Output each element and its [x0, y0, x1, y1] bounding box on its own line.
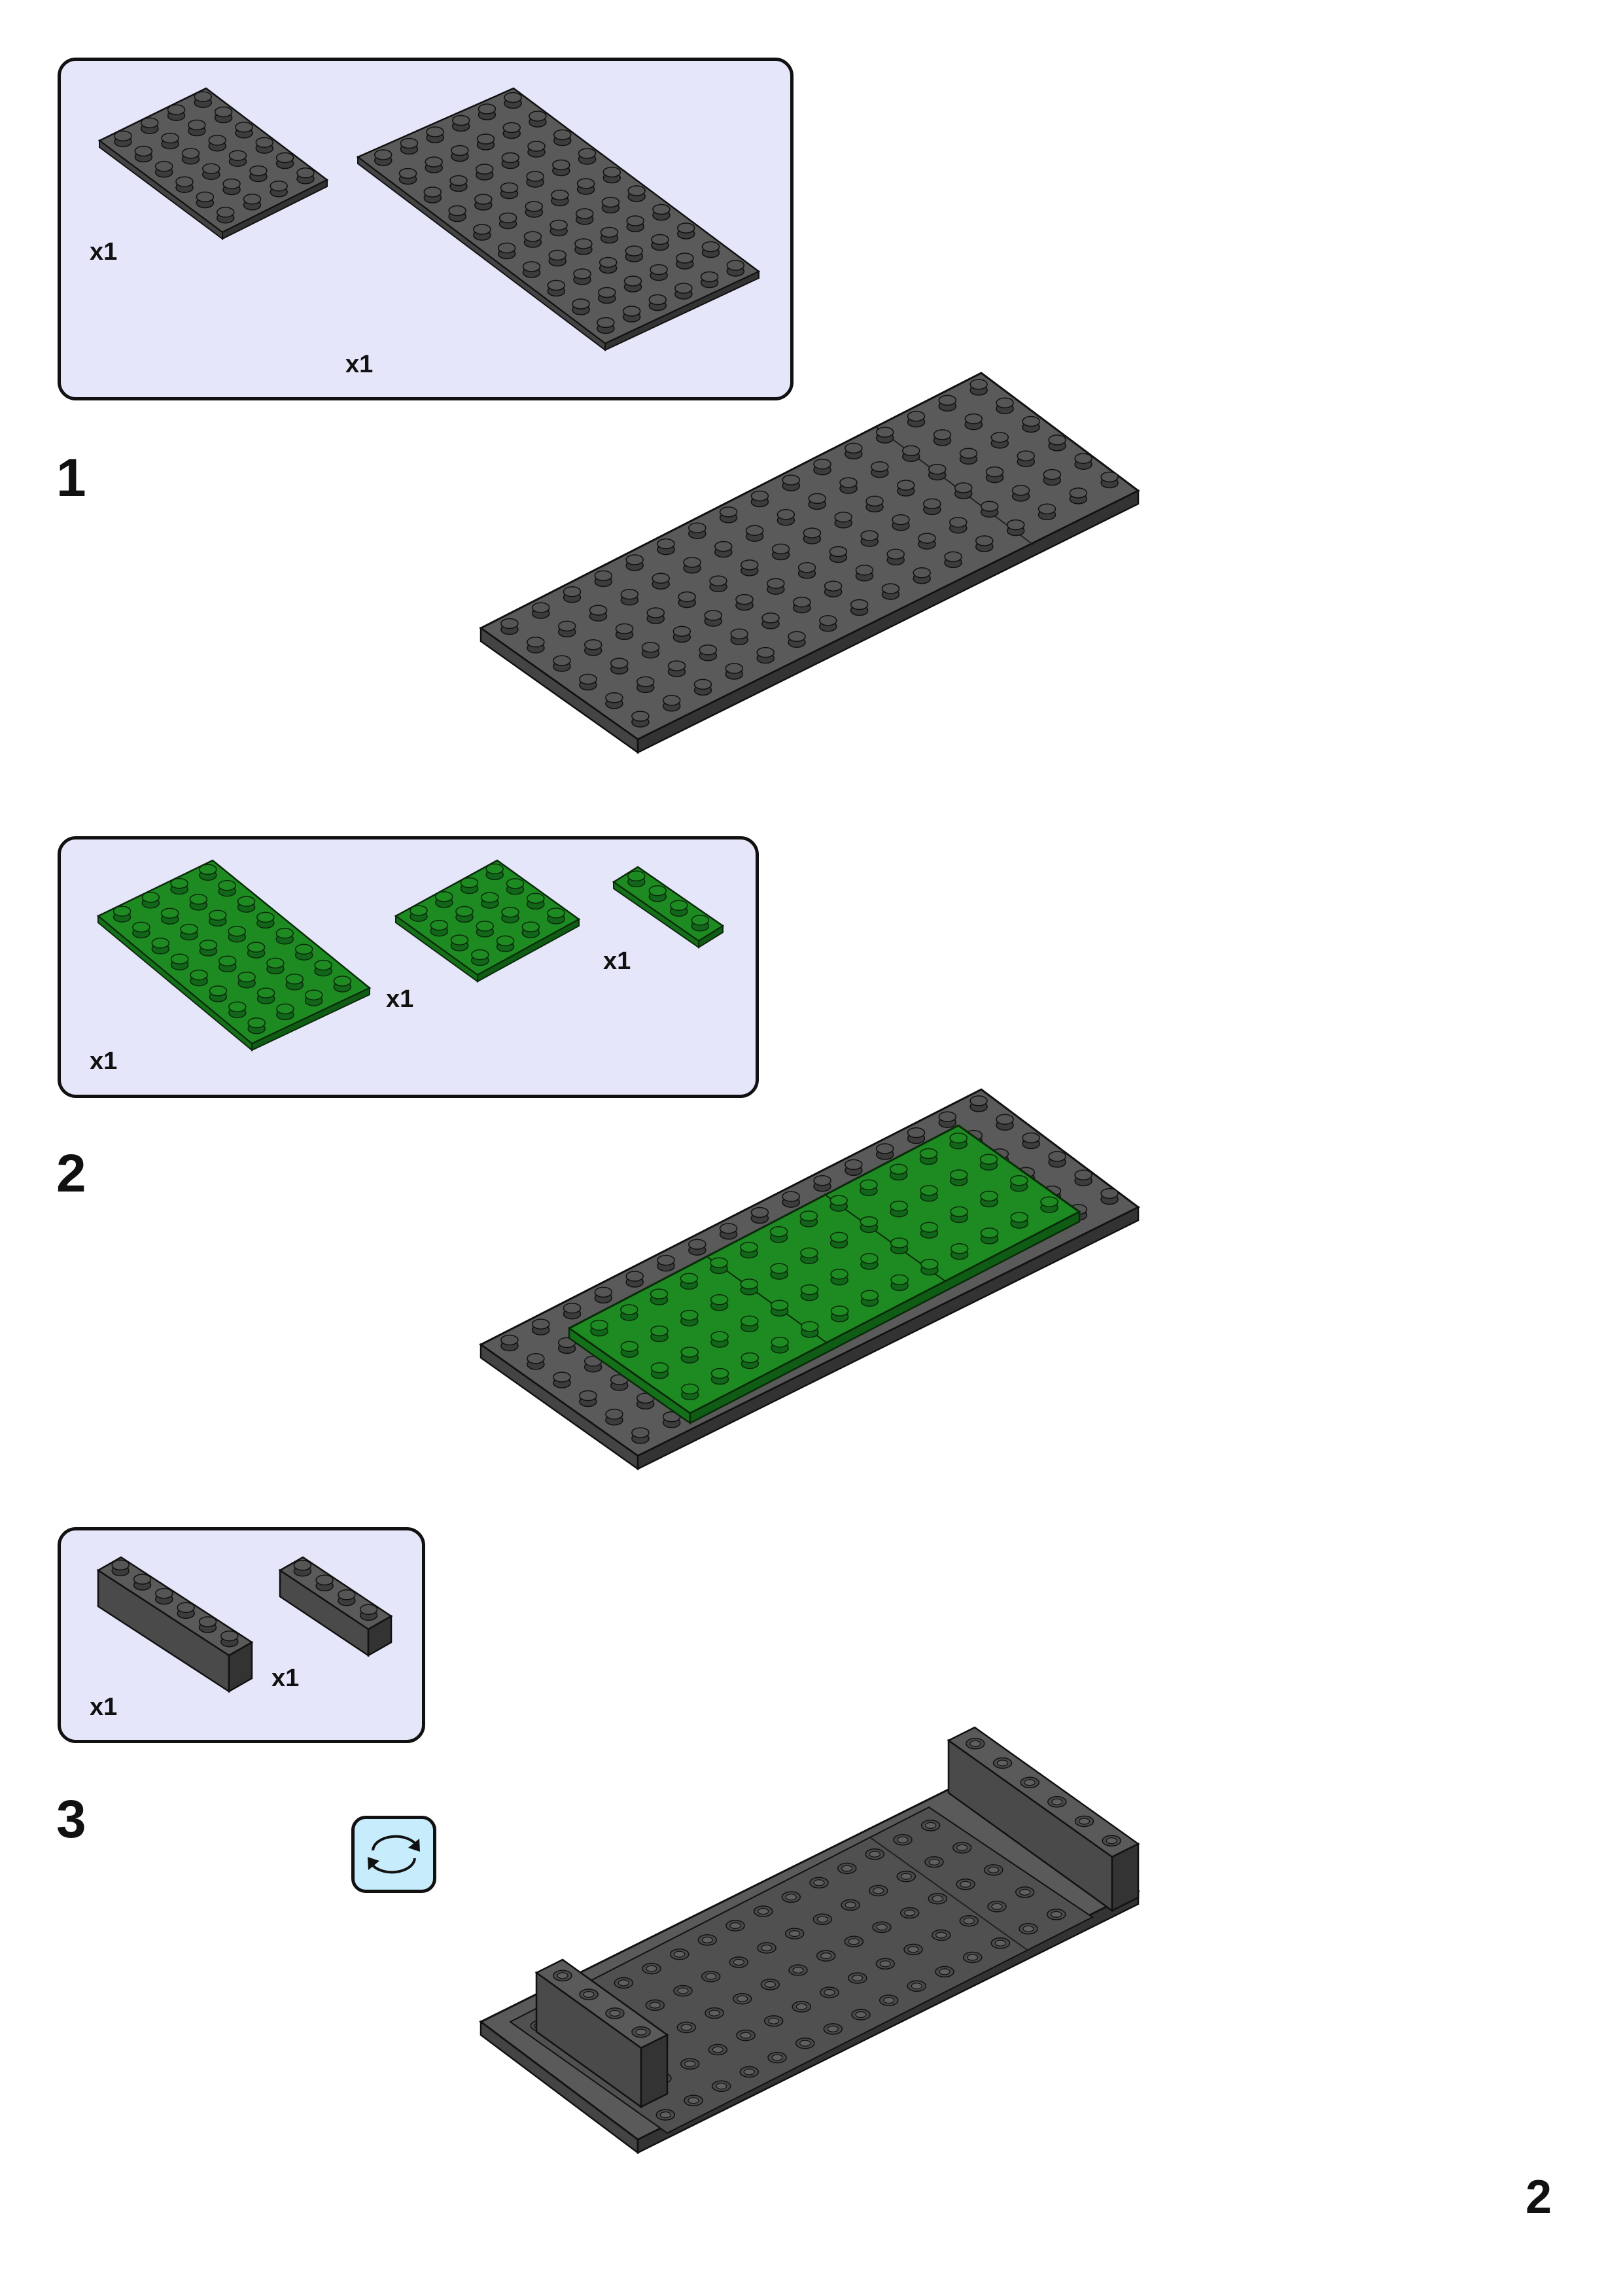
- brick-1x6-dark-gray: [96, 1556, 254, 1693]
- part-quantity: x1: [345, 351, 374, 378]
- brick-1x4-dark-gray: [278, 1556, 393, 1657]
- plate-4x6-dark-gray: [97, 87, 329, 240]
- step-number: 2: [56, 1144, 86, 1203]
- step-number: 1: [56, 448, 86, 508]
- plate-4x4-green: [394, 859, 581, 983]
- assembly-step-2: [479, 1088, 1140, 1471]
- part-quantity: x1: [90, 1048, 118, 1075]
- plate-1x4-green: [612, 866, 725, 949]
- rotate-model-icon: [351, 1816, 436, 1893]
- part-quantity: x1: [603, 947, 631, 975]
- step-number: 3: [56, 1790, 86, 1849]
- part-quantity: x1: [271, 1665, 300, 1692]
- part-quantity: x1: [90, 1693, 118, 1721]
- assembly-step-3: [479, 1726, 1140, 2155]
- page-number: 2: [1526, 2171, 1552, 2223]
- plate-4x8-green: [96, 859, 372, 1052]
- assembly-step-1: [479, 372, 1140, 754]
- plate-6x10-dark-gray: [356, 87, 761, 352]
- part-quantity: x1: [386, 985, 414, 1013]
- part-quantity: x1: [90, 238, 118, 266]
